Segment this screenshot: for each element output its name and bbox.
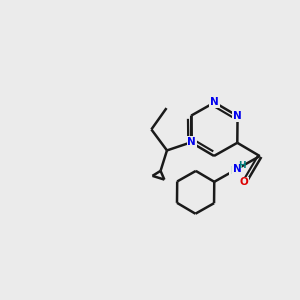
Text: O: O	[240, 178, 249, 188]
Text: N: N	[233, 164, 242, 174]
Text: H: H	[238, 161, 246, 170]
Text: H: H	[230, 166, 238, 176]
Text: N: N	[188, 137, 196, 147]
Text: N: N	[233, 111, 242, 121]
Text: N: N	[210, 98, 219, 107]
